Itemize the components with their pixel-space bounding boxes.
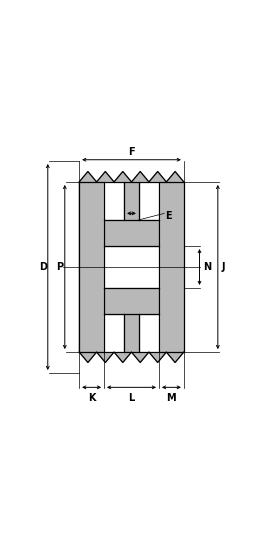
Text: J: J (222, 262, 225, 272)
Polygon shape (104, 220, 159, 246)
Polygon shape (124, 182, 139, 220)
Text: E: E (165, 211, 172, 221)
Text: P: P (57, 262, 64, 272)
Text: N: N (204, 262, 211, 272)
Polygon shape (104, 182, 159, 352)
Text: L: L (128, 393, 135, 403)
Text: M: M (166, 393, 176, 403)
Polygon shape (79, 171, 184, 363)
Polygon shape (104, 288, 159, 314)
Text: K: K (88, 393, 95, 403)
Polygon shape (124, 314, 139, 352)
Text: D: D (39, 262, 47, 272)
Text: F: F (128, 147, 135, 156)
